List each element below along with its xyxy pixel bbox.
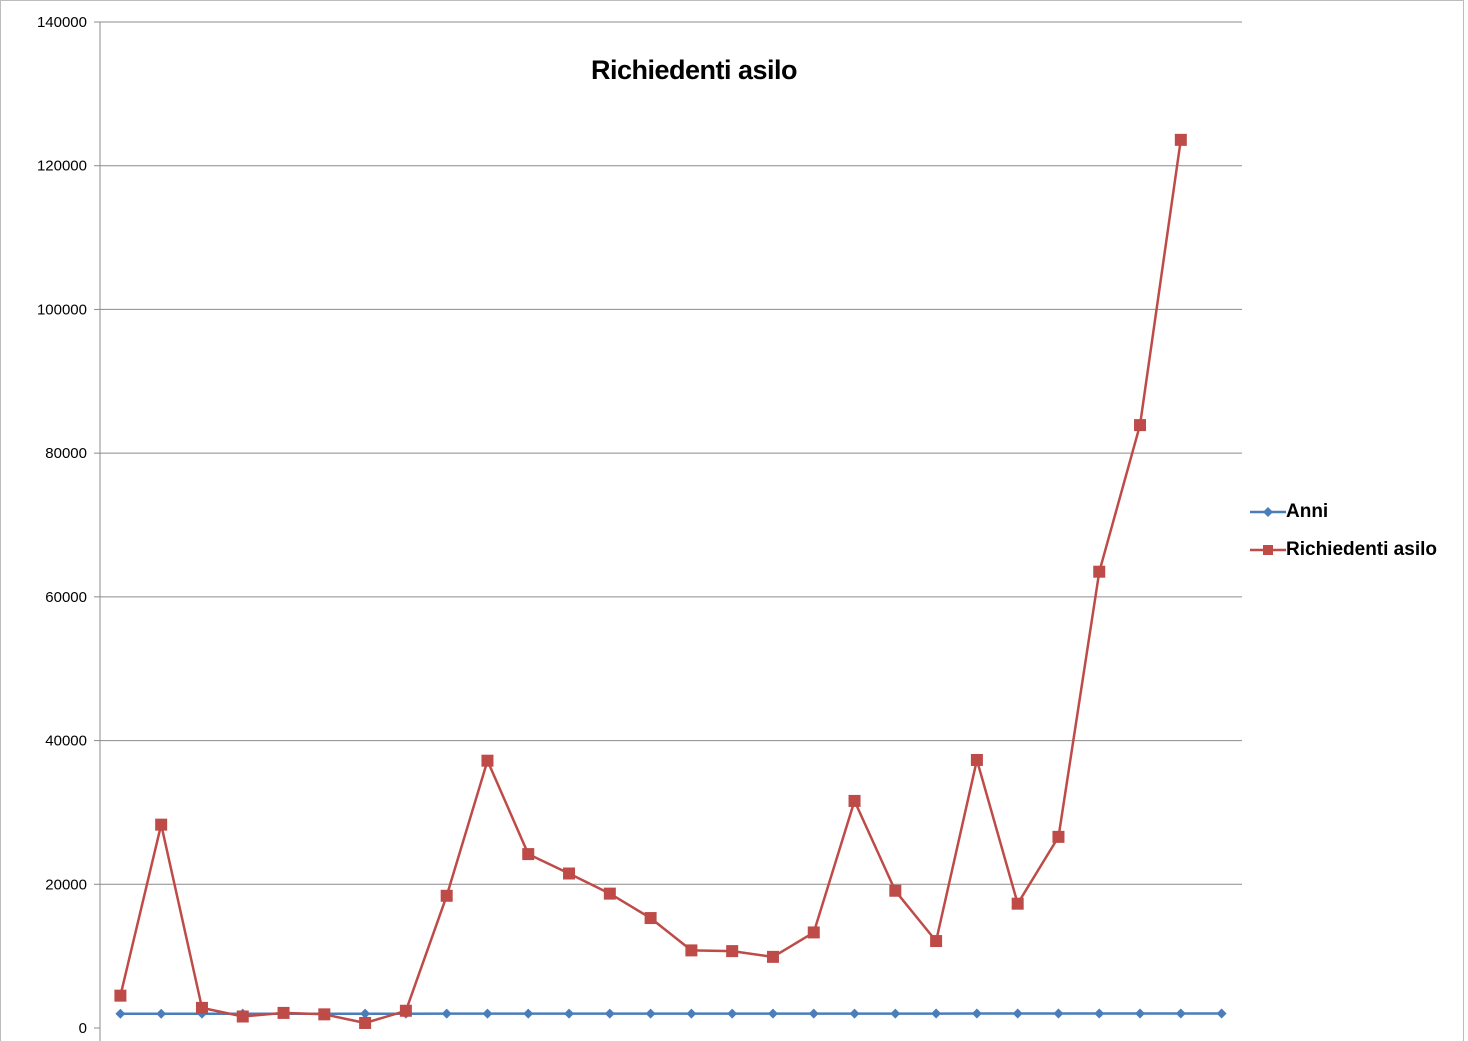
data-point-anni: [1053, 1008, 1064, 1019]
data-point-richiedenti-asilo: [726, 945, 739, 958]
data-point-richiedenti-asilo: [522, 848, 535, 861]
series-richiedenti-asilo: [114, 133, 1187, 1029]
y-tick-label: 80000: [45, 445, 87, 462]
data-point-richiedenti-asilo: [1093, 565, 1106, 578]
data-point-richiedenti-asilo: [481, 754, 494, 767]
data-point-anni: [523, 1008, 534, 1019]
data-point-anni: [971, 1008, 982, 1019]
data-point-richiedenti-asilo: [440, 889, 453, 902]
data-point-richiedenti-asilo: [644, 912, 657, 925]
data-point-richiedenti-asilo: [195, 1001, 208, 1014]
data-point-richiedenti-asilo: [848, 794, 861, 807]
series-line-richiedenti-asilo: [119, 139, 1183, 1025]
data-point-richiedenti-asilo: [563, 867, 576, 880]
data-point-richiedenti-asilo: [277, 1006, 290, 1019]
axes: [94, 21, 101, 1041]
data-point-anni: [890, 1008, 901, 1019]
legend-swatch-richiedenti: [1250, 545, 1286, 555]
data-point-anni: [115, 1008, 126, 1019]
y-tick-label: 0: [79, 1020, 87, 1037]
data-point-richiedenti-asilo: [236, 1010, 249, 1023]
y-tick-label: 40000: [45, 733, 87, 750]
data-point-anni: [1135, 1008, 1146, 1019]
data-point-richiedenti-asilo: [155, 818, 168, 831]
data-point-anni: [727, 1008, 738, 1019]
legend-item-richiedenti: Richiedenti asilo: [1250, 531, 1437, 569]
data-point-anni: [441, 1008, 452, 1019]
series-lines: [114, 133, 1227, 1029]
data-point-anni: [360, 1008, 371, 1019]
data-point-anni: [482, 1008, 493, 1019]
data-point-richiedenti-asilo: [359, 1016, 372, 1029]
data-point-anni: [564, 1008, 575, 1019]
data-point-richiedenti-asilo: [318, 1008, 331, 1021]
data-point-anni: [604, 1008, 615, 1019]
data-point-richiedenti-asilo: [889, 884, 902, 897]
y-tick-label: 120000: [37, 158, 87, 175]
legend-item-anni: Anni: [1250, 493, 1437, 531]
gridlines: [100, 21, 1242, 885]
y-tick-label: 140000: [37, 14, 87, 31]
data-point-richiedenti-asilo: [685, 944, 698, 957]
y-tick-label: 60000: [45, 589, 87, 606]
data-point-richiedenti-asilo: [114, 989, 127, 1002]
legend-label-anni: Anni: [1286, 501, 1329, 522]
y-tick-label: 20000: [45, 876, 87, 893]
data-point-anni: [645, 1008, 656, 1019]
data-point-richiedenti-asilo: [807, 926, 820, 939]
data-point-richiedenti-asilo: [1052, 830, 1065, 843]
data-point-anni: [849, 1008, 860, 1019]
data-point-richiedenti-asilo: [930, 935, 943, 948]
data-point-anni: [686, 1008, 697, 1019]
data-point-anni: [156, 1008, 167, 1019]
data-point-richiedenti-asilo: [603, 887, 616, 900]
data-point-anni: [767, 1008, 778, 1019]
data-point-anni: [808, 1008, 819, 1019]
data-point-anni: [1012, 1008, 1023, 1019]
y-tick-label: 100000: [37, 301, 87, 318]
data-point-richiedenti-asilo: [399, 1004, 412, 1017]
legend: Anni Richiedenti asilo: [1250, 493, 1437, 569]
data-point-richiedenti-asilo: [1011, 897, 1024, 910]
data-point-richiedenti-asilo: [1174, 133, 1187, 146]
data-point-richiedenti-asilo: [1134, 419, 1147, 432]
data-point-richiedenti-asilo: [766, 950, 779, 963]
data-point-anni: [1216, 1008, 1227, 1019]
chart-title: Richiedenti asilo: [590, 55, 798, 85]
legend-label-richiedenti: Richiedenti asilo: [1286, 539, 1437, 560]
y-tick-labels: 0 20000 40000 60000 80000 100000 120000 140000: [37, 14, 87, 1037]
data-point-anni: [1175, 1008, 1186, 1019]
data-point-anni: [931, 1008, 942, 1019]
legend-swatch-anni: [1250, 507, 1286, 517]
data-point-richiedenti-asilo: [970, 753, 983, 766]
data-point-anni: [1094, 1008, 1105, 1019]
